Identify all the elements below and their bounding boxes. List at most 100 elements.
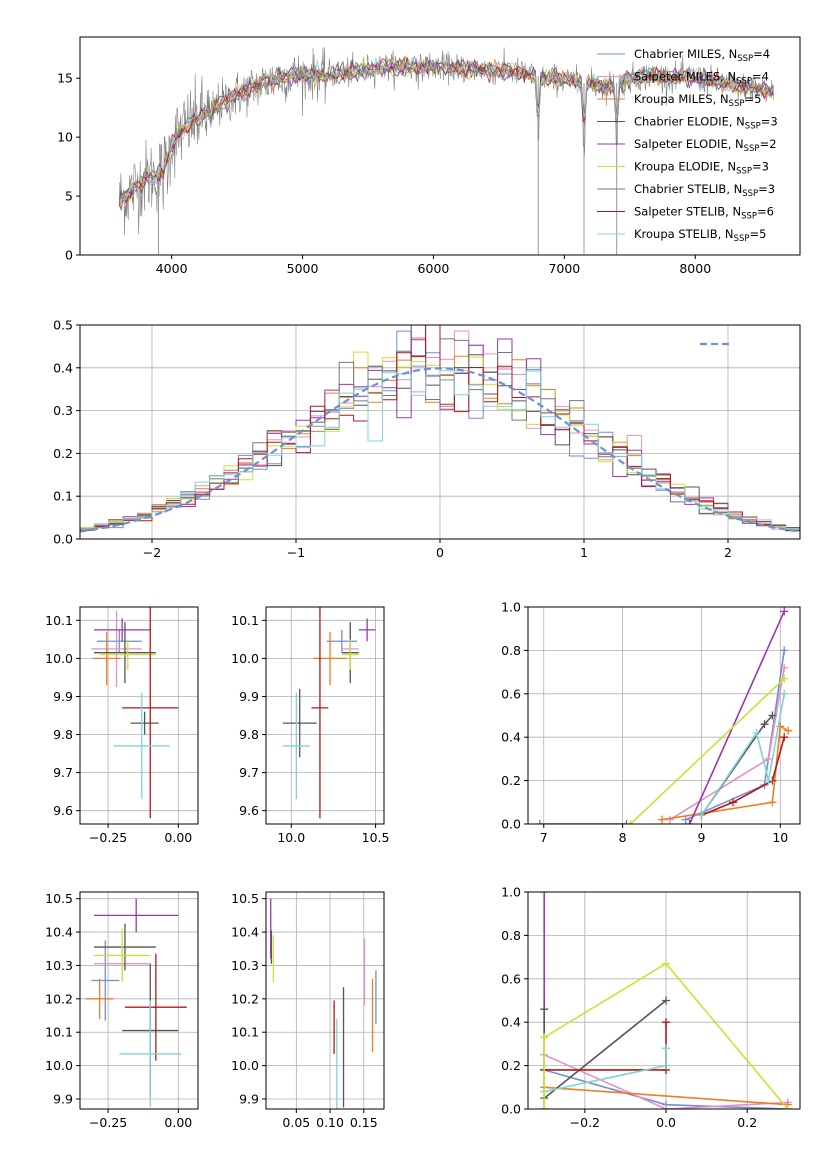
- legend-suffix: =5: [749, 227, 766, 241]
- series-line-4: [688, 610, 785, 824]
- normal-reference-curve: [80, 367, 800, 533]
- legend-suffix: =3: [761, 115, 778, 129]
- y-tick-label: 9.7: [239, 765, 259, 780]
- y-tick-label: 10.5: [45, 891, 73, 906]
- y-tick-label: 0.4: [501, 730, 521, 745]
- axes-frame: [79, 606, 199, 825]
- x-tick-label: −0.2: [570, 1115, 600, 1130]
- y-tick-label: 0.8: [501, 928, 521, 943]
- y-tick-label: 15: [57, 71, 73, 86]
- legend-entry: Kroupa ELODIE, NSSP=3: [634, 160, 769, 177]
- y-tick-label: 9.9: [53, 1091, 73, 1106]
- y-tick-label: 0.6: [501, 971, 521, 986]
- axes-frame: [265, 606, 385, 825]
- y-tick-label: 10.0: [45, 1058, 73, 1073]
- legend-sub: SSP: [736, 167, 752, 177]
- series-marker: [535, 820, 544, 824]
- y-tick-label: 0.4: [53, 360, 73, 375]
- legend-label: Kroupa MILES, N: [634, 92, 729, 106]
- y-tick-label: 10.4: [45, 925, 73, 940]
- x-tick-label: 6000: [418, 261, 450, 276]
- y-tick-label: 0.8: [501, 643, 521, 658]
- legend-label: Kroupa STELIB, N: [634, 227, 734, 241]
- x-tick-label: 1: [580, 545, 588, 560]
- series-line-0: [685, 650, 785, 821]
- series-marker: [662, 1105, 671, 1109]
- series-marker: [780, 607, 789, 616]
- y-tick-label: 9.8: [239, 727, 259, 742]
- y-tick-label: 10.1: [45, 613, 73, 628]
- x-tick-label: 4000: [156, 261, 188, 276]
- series-line-1: [543, 1054, 788, 1109]
- series-marker: [622, 820, 631, 824]
- x-tick-label: 0.0: [656, 1115, 676, 1130]
- legend-sub: SSP: [742, 189, 758, 199]
- x-tick-label: 10.5: [362, 830, 390, 845]
- x-tick-label: 10.0: [277, 830, 305, 845]
- series-line-5: [629, 678, 785, 824]
- y-tick-label: 0.4: [501, 1015, 521, 1030]
- legend-entry: Kroupa MILES, NSSP=5: [634, 92, 761, 109]
- series-marker: [784, 726, 793, 735]
- y-tick-label: 10.0: [231, 651, 259, 666]
- y-tick-label: 9.9: [239, 1091, 259, 1106]
- plot-area: [80, 325, 800, 533]
- plot-area: [85, 898, 187, 1108]
- y-tick-label: 1.0: [501, 885, 521, 900]
- series-line-3: [543, 999, 667, 1099]
- series-marker: [752, 728, 761, 737]
- plot-area: [118, 47, 775, 255]
- y-tick-label: 9.6: [53, 803, 73, 818]
- x-tick-label: 7: [540, 830, 548, 845]
- x-tick-label: 10: [772, 830, 788, 845]
- legend-label: Kroupa ELODIE, N: [634, 160, 736, 174]
- y-tick-label: 10.1: [45, 1025, 73, 1040]
- legend-suffix: =3: [758, 182, 775, 196]
- y-tick-label: 0.5: [53, 318, 73, 333]
- x-tick-label: −0.25: [89, 1115, 127, 1130]
- series-marker: [540, 1105, 549, 1109]
- y-tick-label: 9.7: [53, 765, 73, 780]
- y-tick-label: 10: [57, 130, 73, 145]
- plot-area: [91, 607, 179, 819]
- axes-frame: [79, 36, 801, 256]
- legend-label: Chabrier ELODIE, N: [634, 115, 745, 129]
- series-marker: [662, 996, 671, 1005]
- series-marker: [768, 798, 777, 807]
- chart-0: 4000 5000 6000 7000 8000 0 5 10 15 Chabrier MILES…: [57, 36, 801, 276]
- series-marker: [662, 1018, 671, 1027]
- legend-suffix: =2: [760, 137, 777, 151]
- y-tick-label: 10.1: [231, 613, 259, 628]
- series-marker: [780, 674, 789, 683]
- legend-entry: Salpeter STELIB, NSSP=6: [634, 205, 774, 222]
- legend-sub: SSP: [737, 54, 753, 64]
- y-tick-label: 0.2: [501, 773, 521, 788]
- x-tick-label: 0.15: [350, 1115, 378, 1130]
- axes-frame: [527, 891, 801, 1110]
- legend-sub: SSP: [744, 144, 760, 154]
- histogram-series-8: [80, 370, 800, 530]
- series-line-7: [701, 736, 785, 817]
- series-marker: [728, 798, 737, 807]
- legend-suffix: =3: [752, 160, 769, 174]
- series-marker: [697, 811, 706, 820]
- model-spectrum-8: [119, 57, 775, 208]
- chart-4: 7 8 9 10 0.0 0.2 0.4 0.6 0.8 1.0: [501, 600, 801, 845]
- legend-suffix: =4: [753, 47, 770, 61]
- model-spectrum-5: [119, 57, 774, 202]
- chart-2: −0.25 0.00 9.6 9.7 9.8 9.9 10.0 10.1: [45, 606, 199, 845]
- x-tick-label: 0.00: [164, 1115, 192, 1130]
- legend-label: Salpeter MILES, N: [634, 70, 736, 84]
- series-marker: [760, 720, 769, 729]
- legend-sub: SSP: [736, 77, 752, 87]
- axes-frame: [527, 606, 801, 825]
- series-marker: [540, 1005, 549, 1014]
- series-marker: [780, 689, 789, 698]
- series-marker: [662, 1044, 671, 1053]
- y-tick-label: 5: [65, 189, 73, 204]
- y-tick-label: 0.1: [53, 489, 73, 504]
- chart-1: −2 −1 0 1 2 0.0 0.1 0.2 0.3 0.4 0.5: [53, 318, 801, 560]
- y-tick-label: 9.6: [239, 803, 259, 818]
- legend-entry: Salpeter MILES, NSSP=4: [634, 70, 769, 87]
